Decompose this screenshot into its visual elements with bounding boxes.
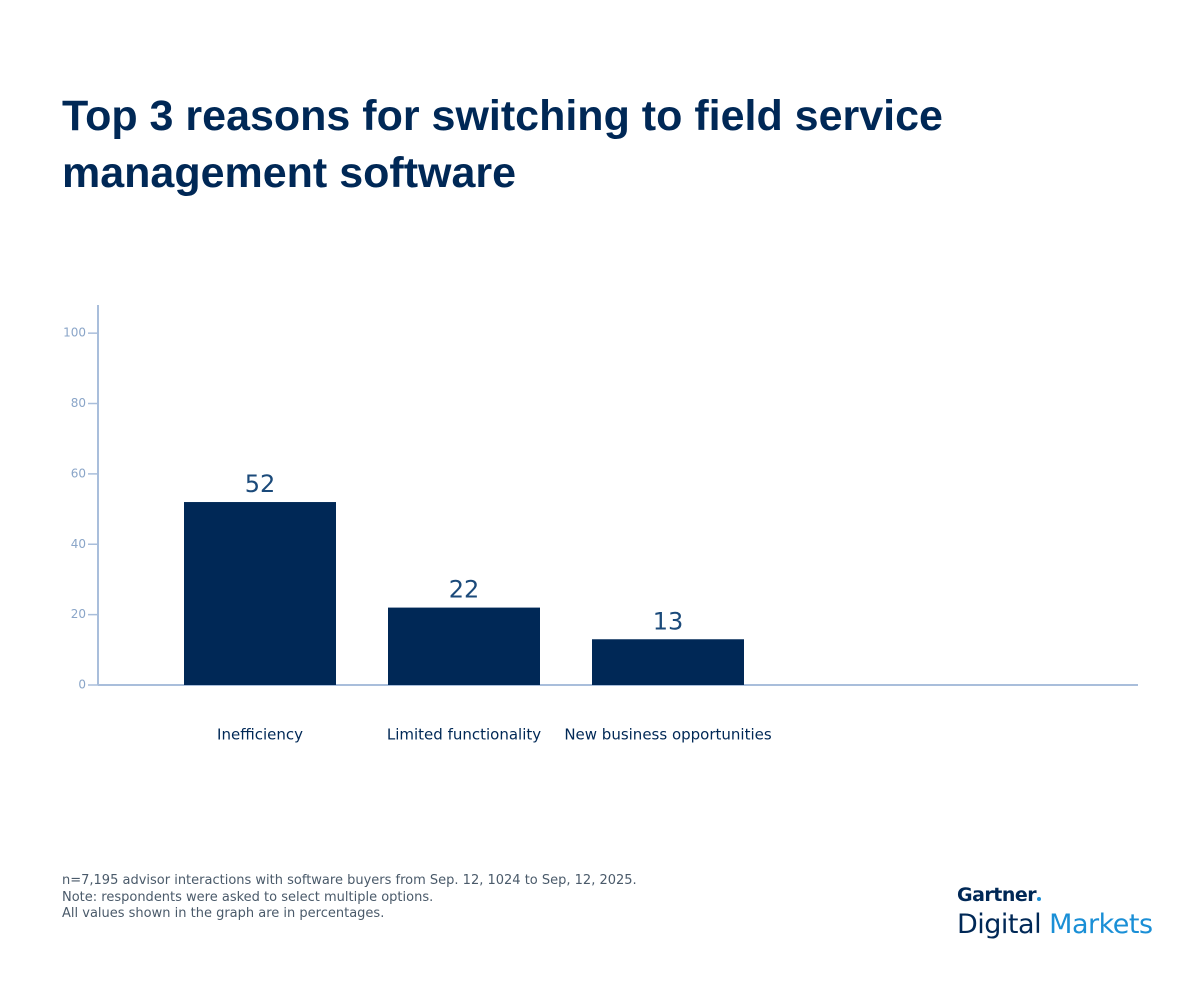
bar — [388, 607, 540, 685]
y-tick-label: 100 — [63, 326, 86, 340]
note: All values shown in the graph are in per… — [62, 906, 385, 921]
logo-brand: Gartner — [957, 884, 1153, 906]
logo-product: Digital Markets — [957, 909, 1153, 940]
y-tick-label: 20 — [71, 607, 86, 621]
x-tick-label: Limited functionality — [387, 726, 541, 744]
chart-title: Top 3 reasons for switching to field ser… — [62, 92, 943, 197]
notes: n=7,195 advisor interactions with softwa… — [62, 873, 637, 923]
x-tick-label: Inefficiency — [217, 726, 303, 744]
value-label: 22 — [449, 576, 480, 604]
value-label: 52 — [245, 470, 276, 498]
logo-line1: Digital — [957, 909, 1042, 940]
logo-dot — [1037, 897, 1042, 901]
x-tick-label: New business opportunities — [564, 726, 772, 744]
logo-line2: Markets — [1049, 909, 1153, 940]
y-tick-label: 40 — [71, 537, 86, 551]
y-tick-label: 80 — [71, 396, 86, 410]
bar — [184, 502, 336, 685]
y-tick-label: 0 — [78, 678, 86, 692]
note: n=7,195 advisor interactions with softwa… — [62, 873, 637, 888]
logo: Gartner Digital Markets — [957, 884, 1153, 940]
y-tick-label: 60 — [71, 466, 86, 480]
value-label: 13 — [653, 607, 684, 635]
bar — [592, 639, 744, 685]
brand: Gartner — [957, 884, 1037, 906]
note: Note: respondents were asked to select m… — [62, 889, 434, 905]
